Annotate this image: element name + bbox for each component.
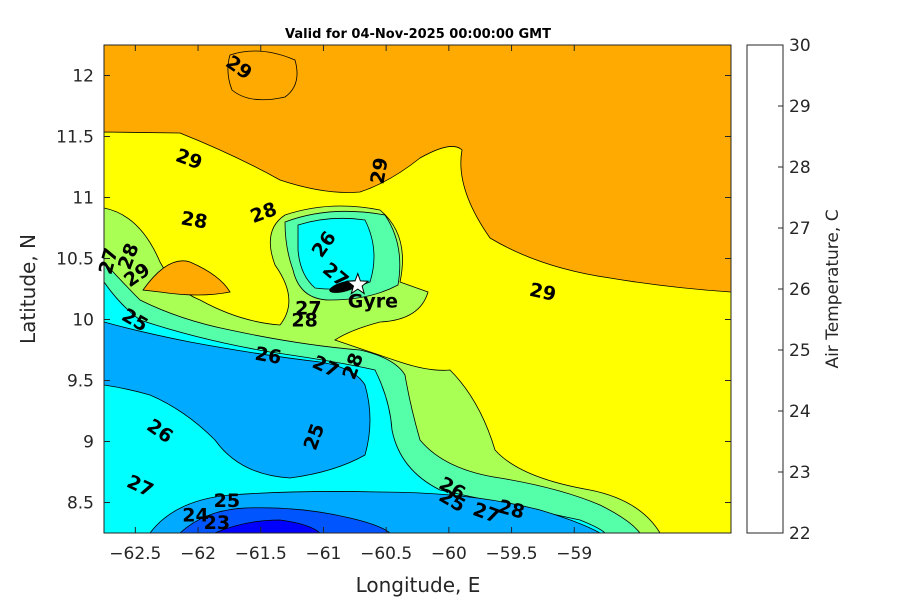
marker-star-icon (345, 272, 370, 295)
colorbar-tick-label: 28 (789, 158, 811, 178)
region-21-22 (214, 519, 321, 533)
contour-label: 28 (179, 207, 209, 233)
y-tick-label: 9 (83, 433, 94, 453)
y-tick-label: 11.5 (56, 128, 94, 148)
contour-label: 24 (182, 505, 208, 527)
x-tick-label: −61.5 (235, 544, 287, 564)
colorbar-tick-label: 22 (789, 524, 811, 544)
colorbar-frame (746, 44, 784, 534)
region-29-30-top (227, 50, 298, 101)
contour-label: 28 (291, 310, 317, 332)
x-tick-label: −59 (556, 544, 592, 564)
contour-fills (104, 45, 731, 533)
contour-label: 29 (366, 156, 392, 186)
region-23-24 (104, 321, 371, 479)
x-tick-label: −60.5 (360, 544, 412, 564)
contour-label: 26 (253, 343, 283, 369)
y-tick-label: 9.5 (67, 372, 94, 392)
y-ticks: 8.5 9 9.5 10 10.5 11 11.5 12 (56, 67, 731, 514)
x-tick-label: −62 (180, 544, 216, 564)
contour-label: 29 (527, 279, 557, 306)
location-marker: Gyre (329, 272, 398, 313)
plot-area (103, 44, 732, 534)
x-tick-label: −60 (431, 544, 467, 564)
x-tick-label: −59.5 (485, 544, 537, 564)
colorbar-tick-label: 24 (789, 402, 811, 422)
colorbar-tick-label: 27 (789, 219, 811, 239)
x-tick-label: −61 (306, 544, 342, 564)
x-ticks: −62.5 −62 −61.5 −61 −60.5 −60 −59.5 −59 (109, 45, 592, 564)
colorbar-tick-label: 23 (789, 463, 811, 483)
y-tick-label: 11 (72, 189, 94, 209)
region-28-29-left (142, 260, 231, 296)
marker-label: Gyre (348, 291, 398, 313)
colorbar-label: Air Temperature, C (823, 209, 843, 368)
y-tick-label: 10 (72, 311, 94, 331)
y-tick-label: 8.5 (67, 494, 94, 514)
contour-label: 27 (295, 297, 321, 319)
colorbar-tick-label: 29 (789, 97, 811, 117)
colorbar-tick-label: 26 (789, 280, 811, 300)
colorbar-tick-label: 30 (789, 36, 811, 56)
x-tick-label: −62.5 (109, 544, 161, 564)
contour-label: 23 (204, 512, 230, 534)
chart-title: Valid for 04-Nov-2025 00:00:00 GMT (285, 27, 551, 42)
contour-label: 25 (214, 490, 240, 512)
y-tick-label: 10.5 (56, 250, 94, 270)
colorbar-tick-label: 25 (789, 341, 811, 361)
y-axis-label: Latitude, N (16, 234, 40, 344)
y-tick-label: 12 (72, 67, 94, 87)
region-24-25-north (297, 217, 375, 290)
x-axis-label: Longitude, E (356, 573, 481, 597)
colorbar: 22 23 24 25 26 27 28 29 30 (746, 36, 811, 544)
